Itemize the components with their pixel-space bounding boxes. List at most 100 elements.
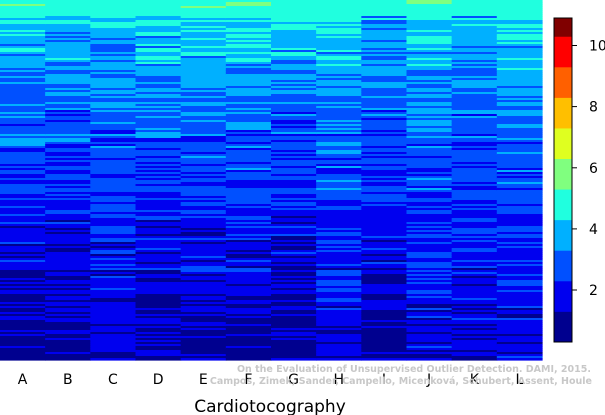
- heatmap-cell: [316, 290, 362, 293]
- heatmap-cell: [316, 248, 362, 251]
- heatmap-cell: [135, 2, 182, 5]
- heatmap-cell: [180, 22, 227, 25]
- heatmap-cell: [135, 186, 182, 189]
- heatmap-cell: [0, 84, 46, 87]
- heatmap-cell: [271, 48, 317, 51]
- x-tick-label-J: J: [426, 372, 431, 388]
- heatmap-cell: [361, 312, 408, 315]
- heatmap-cell: [180, 76, 227, 79]
- heatmap-cell: [225, 290, 272, 293]
- heatmap-cell: [0, 286, 46, 289]
- heatmap-cell: [361, 140, 408, 143]
- heatmap-cell: [180, 294, 227, 297]
- heatmap-cell: [135, 120, 182, 123]
- heatmap-cell: [0, 342, 46, 345]
- heatmap-cell: [361, 282, 408, 285]
- heatmap-cell: [496, 264, 543, 267]
- heatmap-cell: [451, 88, 498, 91]
- heatmap-cell: [180, 130, 227, 133]
- heatmap-cell: [316, 0, 362, 3]
- heatmap-cell: [271, 344, 317, 347]
- heatmap-cell: [0, 170, 46, 173]
- heatmap-cell: [496, 158, 543, 161]
- heatmap-cell: [0, 192, 46, 195]
- heatmap-cell: [271, 64, 317, 67]
- heatmap-cell: [271, 310, 317, 313]
- heatmap-cell: [406, 144, 453, 147]
- heatmap-cell: [135, 20, 182, 23]
- heatmap-cell: [0, 132, 46, 135]
- heatmap-cell: [45, 232, 91, 235]
- heatmap-cell: [316, 292, 362, 295]
- heatmap-cell: [271, 60, 317, 63]
- heatmap-cell: [135, 354, 182, 357]
- heatmap-cell: [180, 68, 227, 71]
- heatmap-cell: [90, 50, 137, 53]
- heatmap-cell: [451, 132, 498, 135]
- heatmap-cell: [406, 70, 453, 73]
- heatmap-cell: [496, 350, 543, 353]
- heatmap-cell: [451, 82, 498, 85]
- heatmap-cell: [361, 128, 408, 131]
- heatmap-cell: [496, 344, 543, 347]
- heatmap-cell: [316, 34, 362, 37]
- heatmap-cell: [225, 220, 272, 223]
- heatmap-cell: [406, 316, 453, 319]
- heatmap-cell: [271, 12, 317, 15]
- heatmap-cell: [0, 236, 46, 239]
- heatmap-cell: [0, 96, 46, 99]
- heatmap-cell: [135, 174, 182, 177]
- heatmap-cell: [271, 256, 317, 259]
- heatmap-column-B: [45, 0, 91, 361]
- heatmap-cell: [496, 50, 543, 53]
- heatmap-cell: [271, 356, 317, 359]
- heatmap-cell: [180, 40, 227, 43]
- heatmap-cell: [361, 278, 408, 281]
- heatmap-cell: [45, 208, 91, 211]
- heatmap-cell: [451, 32, 498, 35]
- heatmap-cell: [90, 170, 137, 173]
- heatmap-cell: [406, 248, 453, 251]
- heatmap-cell: [496, 74, 543, 77]
- heatmap-cell: [225, 4, 272, 7]
- heatmap-cell: [271, 150, 317, 153]
- heatmap-cell: [0, 142, 46, 145]
- heatmap-cell: [361, 310, 408, 313]
- heatmap-cell: [45, 244, 91, 247]
- heatmap-cell: [496, 142, 543, 145]
- heatmap-cell: [135, 346, 182, 349]
- x-tick-label-K: K: [470, 372, 480, 388]
- heatmap-cell: [316, 178, 362, 181]
- heatmap-cell: [135, 80, 182, 83]
- heatmap-cell: [316, 176, 362, 179]
- heatmap-cell: [0, 358, 46, 361]
- heatmap-cell: [180, 2, 227, 5]
- heatmap-cell: [90, 108, 137, 111]
- heatmap-cell: [90, 136, 137, 139]
- heatmap-cell: [180, 290, 227, 293]
- heatmap-cell: [451, 330, 498, 333]
- heatmap-cell: [90, 272, 137, 275]
- heatmap-cell: [90, 18, 137, 21]
- heatmap-cell: [180, 242, 227, 245]
- heatmap-cell: [180, 52, 227, 55]
- heatmap-cell: [361, 296, 408, 299]
- heatmap-cell: [0, 114, 46, 117]
- heatmap-cell: [271, 246, 317, 249]
- heatmap-cell: [135, 150, 182, 153]
- heatmap-cell: [90, 320, 137, 323]
- x-tick-label-G: G: [288, 372, 299, 388]
- heatmap-cell: [316, 100, 362, 103]
- heatmap-cell: [271, 58, 317, 61]
- heatmap-cell: [90, 78, 137, 81]
- heatmap-cell: [451, 104, 498, 107]
- heatmap-cell: [135, 234, 182, 237]
- heatmap-cell: [225, 60, 272, 63]
- heatmap-cell: [271, 316, 317, 319]
- heatmap-cell: [180, 86, 227, 89]
- heatmap-cell: [225, 2, 272, 5]
- heatmap-cell: [45, 308, 91, 311]
- heatmap-cell: [361, 286, 408, 289]
- heatmap-cell: [406, 124, 453, 127]
- heatmap-cell: [451, 198, 498, 201]
